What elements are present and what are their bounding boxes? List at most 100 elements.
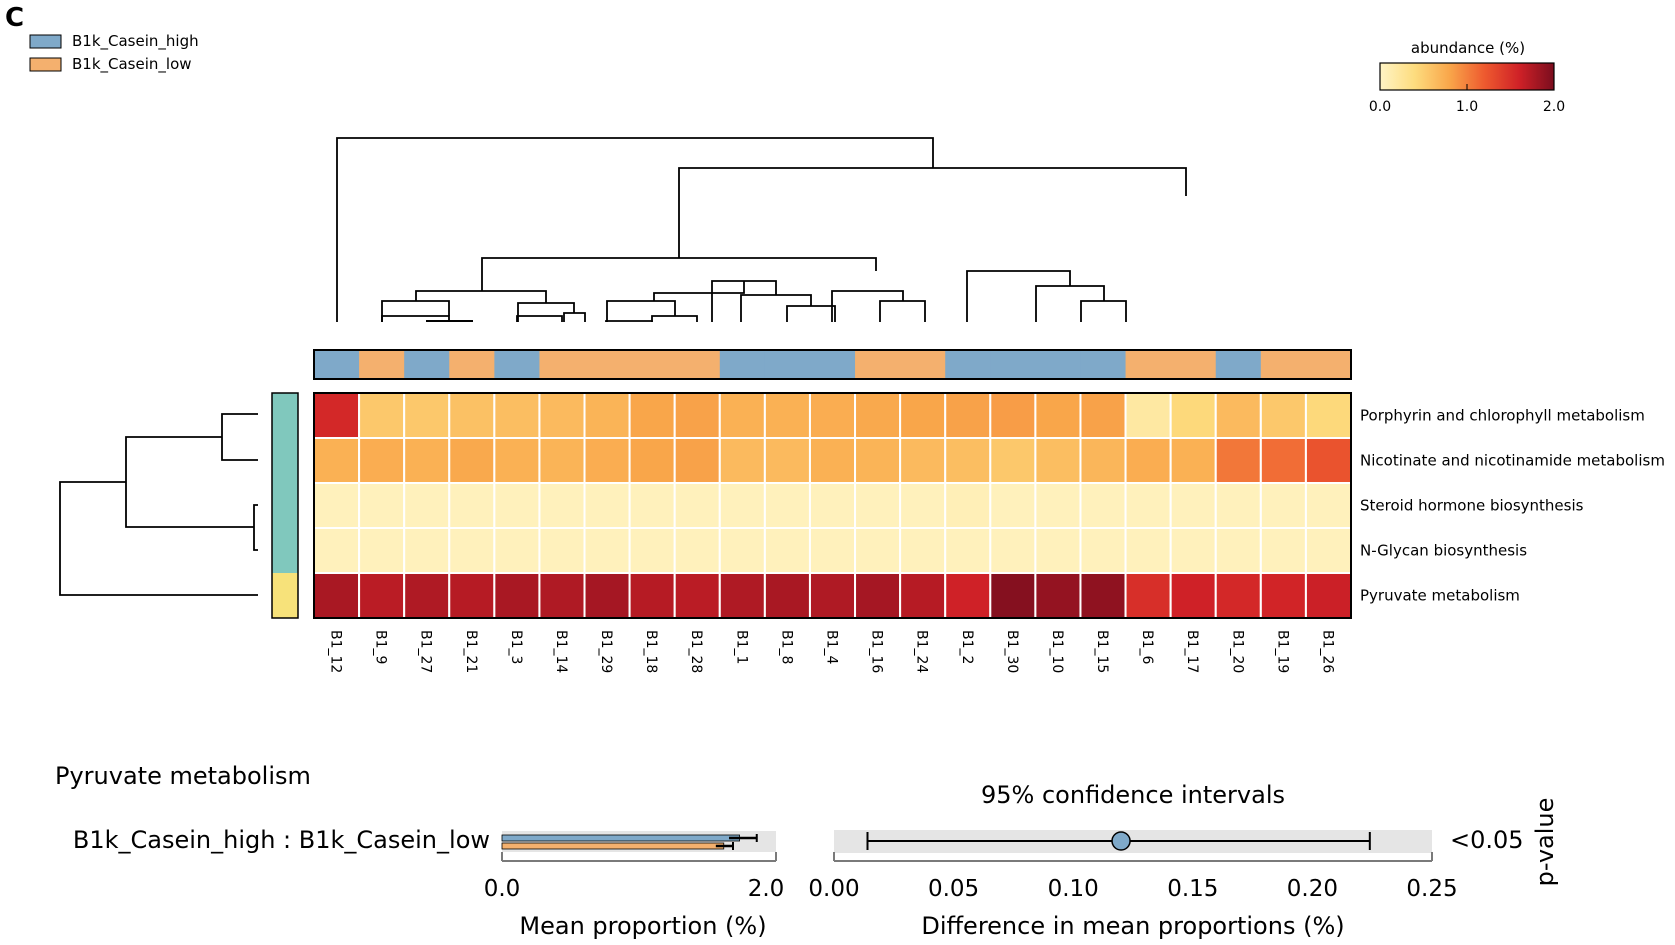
heatmap-cell xyxy=(808,527,857,574)
heatmap-cell xyxy=(1034,572,1082,619)
heatmap-cell xyxy=(718,527,766,574)
heatmap-cell xyxy=(854,437,902,484)
ci-xtick: 0.10 xyxy=(1048,876,1099,902)
row-cluster-frame xyxy=(271,392,299,619)
heatmap-cell xyxy=(854,572,902,619)
heatmap-frame xyxy=(313,392,1352,619)
heatmap-cell xyxy=(628,437,676,484)
heatmap-cell xyxy=(1259,437,1307,484)
sample-group-cell xyxy=(1170,350,1217,379)
sample-group-cell xyxy=(629,350,676,379)
heatmap-cell xyxy=(944,437,992,484)
sample-label: B1_3 xyxy=(508,630,524,664)
sample-group-cell xyxy=(764,350,811,379)
bar-xtick-1: 2.0 xyxy=(748,876,785,902)
heatmap-cell xyxy=(989,572,1037,619)
sample-label: B1_26 xyxy=(1319,630,1335,673)
heatmap-cell xyxy=(583,482,631,529)
heatmap-cell xyxy=(583,527,631,574)
heatmap-cell xyxy=(403,572,451,619)
heatmap-cell xyxy=(944,572,992,619)
heatmap-cell xyxy=(493,437,541,484)
legend-label-high: B1k_Casein_high xyxy=(72,32,199,51)
sample-group-cell xyxy=(1125,350,1172,379)
row-cluster-bar xyxy=(271,392,299,619)
bar-title: Pyruvate metabolism xyxy=(55,762,311,790)
sample-group-cell xyxy=(900,350,946,379)
heatmap-cell xyxy=(628,572,676,619)
heatmap-cell xyxy=(1169,482,1217,529)
sample-label: B1_20 xyxy=(1229,630,1245,673)
heatmap-cell xyxy=(313,392,361,439)
heatmap-cell xyxy=(718,572,766,619)
heatmap-cell xyxy=(1214,482,1262,529)
sample-label: B1_9 xyxy=(373,630,389,664)
heatmap-cell xyxy=(1214,437,1262,484)
colorbar-tick-1: 1.0 xyxy=(1456,99,1478,115)
ci-tick-labels: 0.00 0.05 0.10 0.15 0.20 0.25 xyxy=(808,876,1457,902)
heatmap-cell xyxy=(1259,482,1307,529)
sample-label: B1_1 xyxy=(733,630,749,664)
heatmap-cell xyxy=(1169,437,1217,484)
heatmap-cell xyxy=(583,437,631,484)
sample-group-frame xyxy=(313,349,1352,380)
row-cluster-cell xyxy=(272,528,298,573)
heatmap-cell xyxy=(628,482,676,529)
heatmap-cell xyxy=(673,392,721,439)
heatmap-cell xyxy=(493,572,541,619)
heatmap-cell xyxy=(448,437,496,484)
sample-group-cell xyxy=(1215,350,1262,379)
bar-xtick-0: 0.0 xyxy=(484,876,521,902)
sample-labels: B1_12 B1_9 B1_27 B1_21 B1_3 B1_14 B1_29 B1_18 B1… xyxy=(328,630,1336,673)
heatmap-cell xyxy=(538,437,586,484)
heatmap-cell xyxy=(1034,482,1082,529)
heatmap-cell xyxy=(1214,392,1262,439)
heatmap-cell xyxy=(808,482,857,529)
heatmap-cell xyxy=(1259,527,1307,574)
heatmap-cell xyxy=(628,527,676,574)
heatmap-cell xyxy=(763,527,811,574)
heatmap-cell xyxy=(1304,437,1353,484)
sample-label: B1_21 xyxy=(463,630,479,673)
heatmap-cell xyxy=(358,437,406,484)
heatmap-cell xyxy=(448,527,496,574)
ci-point xyxy=(1111,831,1131,851)
heatmap-cell xyxy=(448,482,496,529)
heatmap-cell xyxy=(763,482,811,529)
pathway-label: Steroid hormone biosynthesis xyxy=(1360,497,1584,515)
heatmap-cell xyxy=(313,527,361,574)
heatmap-cell xyxy=(899,482,947,529)
sample-group-cell xyxy=(404,350,450,379)
heatmap-cell xyxy=(1259,392,1307,439)
heatmap-cell xyxy=(1169,572,1217,619)
heatmap-cell xyxy=(1304,392,1353,439)
sample-group-cell xyxy=(855,350,901,379)
heatmap-cell xyxy=(1079,392,1127,439)
heatmap-cell xyxy=(1214,572,1262,619)
sample-label: B1_15 xyxy=(1094,630,1110,673)
row-cluster-cell xyxy=(272,438,298,483)
heatmap-cell xyxy=(1214,527,1262,574)
ci-xtick: 0.15 xyxy=(1167,876,1218,902)
row-cluster-cell xyxy=(272,483,298,528)
heatmap-cell xyxy=(944,482,992,529)
sample-label: B1_29 xyxy=(598,630,614,673)
colorbar: abundance (%) 0.0 1.0 2.0 xyxy=(1369,39,1565,115)
sample-label: B1_14 xyxy=(553,630,569,673)
sample-label: B1_12 xyxy=(328,630,344,673)
heatmap-cell xyxy=(1169,392,1217,439)
heatmap-cell xyxy=(1079,527,1127,574)
sample-label: B1_18 xyxy=(643,630,659,673)
sample-label: B1_4 xyxy=(824,630,840,665)
legend-swatch-low xyxy=(29,57,62,72)
heatmap-cell xyxy=(1304,572,1353,619)
heatmap-cell xyxy=(403,527,451,574)
heatmap-cell xyxy=(673,572,721,619)
heatmap-cell xyxy=(358,572,406,619)
heatmap-cell xyxy=(1304,482,1353,529)
heatmap-cell xyxy=(403,482,451,529)
sample-group-cell xyxy=(1305,350,1352,379)
colorbar-title: abundance (%) xyxy=(1411,39,1525,57)
pathway-label: N-Glycan biosynthesis xyxy=(1360,542,1527,560)
